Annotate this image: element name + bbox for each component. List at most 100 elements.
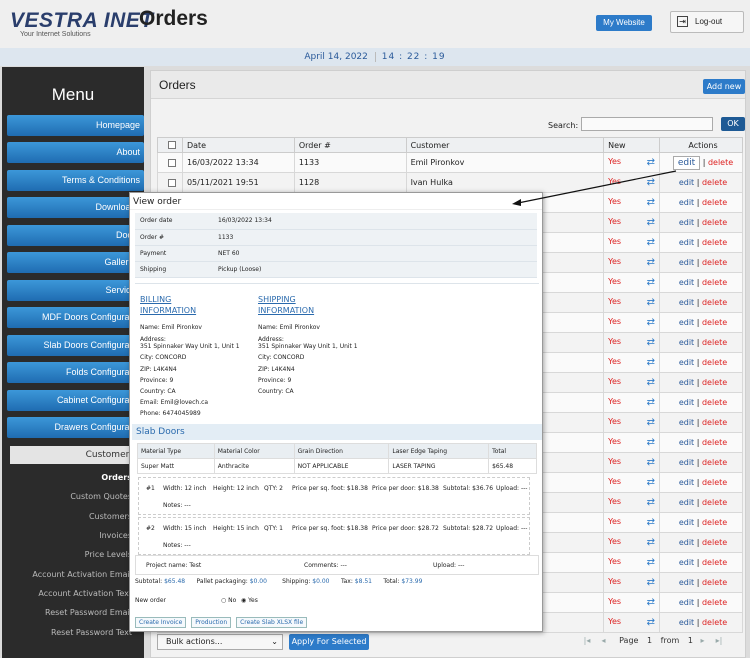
search-ok-button[interactable]: OK	[721, 117, 745, 131]
delete-link[interactable]: delete	[707, 157, 734, 167]
refresh-icon[interactable]: ⇄	[646, 437, 656, 448]
select-all-checkbox[interactable]	[157, 137, 183, 153]
delete-link[interactable]: delete	[701, 358, 728, 367]
delete-link[interactable]: delete	[701, 198, 728, 207]
delete-link[interactable]: delete	[701, 438, 728, 447]
col-date[interactable]: Date	[181, 137, 295, 153]
col-customer[interactable]: Customer	[405, 137, 605, 153]
delete-link[interactable]: delete	[701, 578, 728, 587]
edit-link[interactable]: edit	[678, 278, 695, 287]
sidebar-subitem-price-levels[interactable]: Price Levels	[84, 550, 132, 559]
col-order[interactable]: Order #	[293, 137, 407, 153]
delete-link[interactable]: delete	[701, 318, 728, 327]
delete-link[interactable]: delete	[701, 338, 728, 347]
last-page-icon[interactable]: ▸|	[715, 636, 723, 645]
refresh-icon[interactable]: ⇄	[646, 577, 656, 588]
sidebar-item-about[interactable]: About	[7, 142, 144, 163]
sidebar-item-cabinet[interactable]: Cabinet Configurator	[7, 390, 144, 411]
sidebar-subitem-custom-quotes[interactable]: Custom Quotes	[70, 492, 132, 501]
edit-link[interactable]: edit	[678, 578, 695, 587]
table-row[interactable]: 05/11/2021 19:51 1128 Ivan Hulka Yes ⇄ edit |…	[157, 172, 743, 193]
radio-yes[interactable]: ◉ Yes	[241, 597, 258, 604]
sidebar-subitem-invoices[interactable]: Invoices	[99, 531, 132, 540]
row-checkbox[interactable]	[157, 152, 183, 173]
sidebar-item-downloads[interactable]: Downloads	[7, 197, 144, 218]
sidebar-subitem-customers[interactable]: Customers	[88, 512, 132, 521]
create-xlsx-button[interactable]: Create Slab XLSX file	[236, 617, 308, 628]
edit-link[interactable]: edit	[678, 338, 695, 347]
refresh-icon[interactable]: ⇄	[646, 377, 656, 388]
refresh-icon[interactable]: ⇄	[646, 297, 656, 308]
sidebar-item-customers[interactable]: Customers	[10, 446, 144, 464]
sidebar-item-doors[interactable]: Doors	[7, 225, 144, 246]
refresh-icon[interactable]: ⇄	[646, 277, 656, 288]
refresh-icon[interactable]: ⇄	[646, 417, 656, 428]
edit-link[interactable]: edit	[678, 498, 695, 507]
refresh-icon[interactable]: ⇄	[646, 617, 656, 628]
refresh-icon[interactable]: ⇄	[646, 477, 656, 488]
sidebar-subitem-orders[interactable]: Orders	[101, 473, 132, 482]
refresh-icon[interactable]: ⇄	[646, 517, 656, 528]
edit-link[interactable]: edit	[678, 598, 695, 607]
edit-link[interactable]: edit	[678, 218, 695, 227]
project-upload[interactable]: Upload: ---	[433, 562, 465, 569]
delete-link[interactable]: delete	[701, 518, 728, 527]
refresh-icon[interactable]: ⇄	[646, 237, 656, 248]
refresh-icon[interactable]: ⇄	[646, 337, 656, 348]
delete-link[interactable]: delete	[701, 298, 728, 307]
delete-link[interactable]: delete	[701, 278, 728, 287]
page-number[interactable]: 1	[647, 636, 653, 645]
table-row[interactable]: 16/03/2022 13:34 1133 Emil Pironkov Yes ⇄ edi…	[157, 152, 743, 173]
edit-link[interactable]: edit	[678, 358, 695, 367]
delete-link[interactable]: delete	[701, 598, 728, 607]
delete-link[interactable]: delete	[701, 458, 728, 467]
edit-link[interactable]: edit	[678, 198, 695, 207]
line-upload[interactable]: Upload: ---	[496, 525, 528, 532]
edit-link[interactable]: edit	[678, 238, 695, 247]
edit-link[interactable]: edit	[678, 178, 695, 187]
refresh-icon[interactable]: ⇄	[646, 457, 656, 468]
sidebar-item-folds[interactable]: Folds Configurator	[7, 362, 144, 383]
refresh-icon[interactable]: ⇄	[646, 257, 656, 268]
first-page-icon[interactable]: |◂	[583, 636, 591, 645]
refresh-icon[interactable]: ⇄	[646, 497, 656, 508]
prev-page-icon[interactable]: ◂	[601, 636, 606, 645]
delete-link[interactable]: delete	[701, 378, 728, 387]
edit-link[interactable]: edit	[678, 538, 695, 547]
delete-link[interactable]: delete	[701, 218, 728, 227]
delete-link[interactable]: delete	[701, 558, 728, 567]
radio-no[interactable]: ○ No	[221, 597, 237, 604]
line-upload[interactable]: Upload: ---	[496, 485, 528, 492]
edit-link[interactable]: edit	[678, 318, 695, 327]
refresh-icon[interactable]: ⇄	[646, 397, 656, 408]
sidebar-item-terms[interactable]: Terms & Conditions	[7, 170, 144, 191]
sidebar-subitem-activation-email[interactable]: Account Activation Email	[32, 570, 132, 579]
refresh-icon[interactable]: ⇄	[646, 317, 656, 328]
sidebar-item-services[interactable]: Services	[7, 280, 144, 301]
edit-link[interactable]: edit	[678, 398, 695, 407]
sidebar-item-homepage[interactable]: Homepage	[7, 115, 144, 136]
refresh-icon[interactable]: ⇄	[646, 157, 656, 168]
delete-link[interactable]: delete	[701, 538, 728, 547]
refresh-icon[interactable]: ⇄	[646, 197, 656, 208]
sidebar-item-slab-doors[interactable]: Slab Doors Configurator	[7, 335, 144, 356]
search-input[interactable]	[581, 117, 713, 131]
col-new[interactable]: New	[603, 137, 661, 153]
refresh-icon[interactable]: ⇄	[646, 217, 656, 228]
delete-link[interactable]: delete	[701, 178, 728, 187]
delete-link[interactable]: delete	[701, 258, 728, 267]
edit-link[interactable]: edit	[678, 438, 695, 447]
edit-link[interactable]: edit	[678, 558, 695, 567]
edit-link[interactable]: edit	[678, 618, 695, 627]
logo[interactable]: VESTRA INET	[10, 9, 154, 32]
sidebar-subitem-reset-text[interactable]: Reset Password Text	[51, 628, 132, 637]
edit-link[interactable]: edit	[678, 478, 695, 487]
sidebar-item-mdf-doors[interactable]: MDF Doors Configurator	[7, 307, 144, 328]
production-button[interactable]: Production	[191, 617, 232, 628]
delete-link[interactable]: delete	[701, 618, 728, 627]
row-checkbox[interactable]	[157, 172, 183, 193]
delete-link[interactable]: delete	[701, 478, 728, 487]
edit-link[interactable]: edit	[678, 258, 695, 267]
edit-link[interactable]: edit	[678, 518, 695, 527]
delete-link[interactable]: delete	[701, 238, 728, 247]
